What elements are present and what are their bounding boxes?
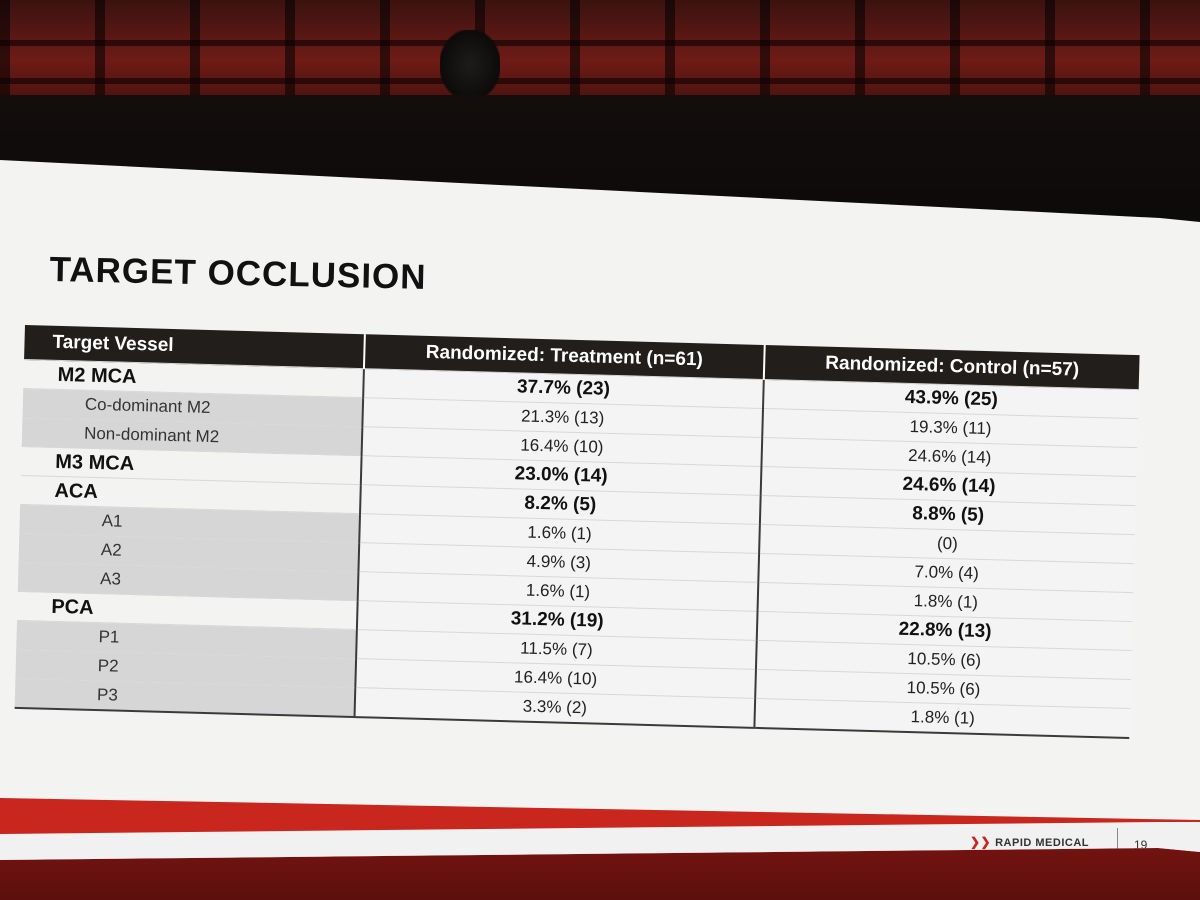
brand-logo: ❯❯ RAPID MEDICAL [970, 835, 1089, 849]
ceiling-beam [0, 78, 1200, 84]
footer-divider [1117, 828, 1118, 860]
slide-title: TARGET OCCLUSION [49, 250, 427, 297]
ceiling-light-fixture [440, 30, 500, 100]
occlusion-table: Target Vessel Randomized: Treatment (n=6… [14, 325, 1140, 740]
rapid-medical-logo-icon: ❯❯ [970, 835, 992, 849]
occlusion-table-wrapper: Target Vessel Randomized: Treatment (n=6… [14, 325, 1145, 740]
ceiling-beam [0, 40, 1200, 46]
brand-name: RAPID MEDICAL [995, 837, 1089, 849]
